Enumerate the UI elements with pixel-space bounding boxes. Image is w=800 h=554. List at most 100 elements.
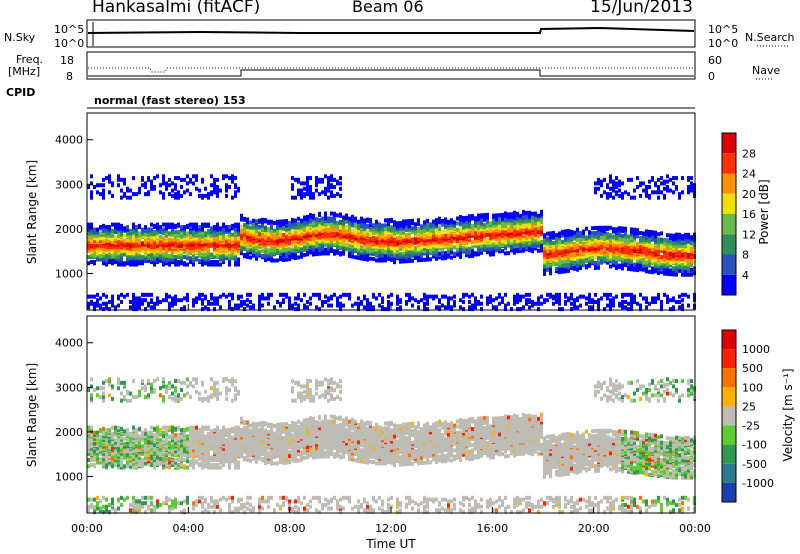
power-cell (336, 250, 339, 255)
power-cell (369, 222, 372, 227)
power-cell (378, 303, 381, 308)
power-cell (288, 227, 291, 232)
power-cell (630, 177, 633, 182)
power-cell (519, 248, 522, 253)
power-cell (144, 292, 147, 297)
power-cell (282, 219, 285, 224)
power-cell (489, 221, 492, 226)
power-cell (195, 247, 198, 252)
power-cell (471, 292, 474, 297)
power-cell (246, 303, 249, 308)
nsky-label: N.Sky (4, 31, 36, 44)
power-cell (135, 307, 138, 312)
power-cell (234, 176, 237, 181)
power-cell (555, 236, 558, 241)
power-cell (285, 230, 288, 235)
power-cell (528, 218, 531, 223)
power-cell (330, 174, 333, 179)
nave-tick-top: 60 (708, 54, 722, 67)
power-cell (270, 246, 273, 251)
power-cell (216, 193, 219, 198)
power-cell (492, 218, 495, 223)
power-cell (618, 239, 621, 244)
power-cell (408, 250, 411, 255)
power-cell (423, 249, 426, 254)
power-cell (144, 231, 147, 236)
power-cell (102, 307, 105, 312)
power-cell (279, 255, 282, 260)
power-cell (102, 292, 105, 297)
power-cell (561, 255, 564, 260)
power-cell (165, 231, 168, 236)
power-cell (141, 298, 144, 303)
power-cell (606, 249, 609, 254)
power-cell (576, 236, 579, 241)
power-cell (636, 176, 639, 181)
power-cell (576, 305, 579, 310)
power-cell (111, 252, 114, 257)
power-cell (303, 227, 306, 232)
power-cell (399, 230, 402, 235)
power-cell (201, 298, 204, 303)
power-cell (177, 255, 180, 260)
power-cell (426, 218, 429, 223)
power-cell (255, 219, 258, 224)
power-cell (264, 218, 267, 223)
power-cell (657, 248, 660, 253)
power-cell (591, 239, 594, 244)
power-cell (204, 294, 207, 299)
power-cell (456, 242, 459, 247)
power-cell (564, 240, 567, 245)
power-cell (387, 299, 390, 304)
power-cell (297, 227, 300, 232)
power-cell (363, 224, 366, 229)
power-cell (510, 212, 513, 217)
power-cell (306, 184, 309, 189)
power-cell (276, 219, 279, 224)
power-cell (264, 244, 267, 249)
power-cell (411, 258, 414, 263)
power-cell (147, 256, 150, 261)
power-cell (129, 253, 132, 258)
power-cell (105, 176, 108, 181)
power-cell (177, 190, 180, 195)
power-cell (615, 184, 618, 189)
power-cell (348, 292, 351, 297)
power-cell (432, 233, 435, 238)
power-cell (114, 227, 117, 232)
power-cell (99, 192, 102, 197)
power-cell (558, 292, 561, 297)
power-cell (306, 192, 309, 197)
power-cell (168, 192, 171, 197)
power-cell (567, 228, 570, 233)
power-cell (504, 303, 507, 308)
power-cell (579, 294, 582, 299)
power-cell (174, 192, 177, 197)
power-cell (492, 226, 495, 231)
power-cell (513, 294, 516, 299)
power-cell (558, 240, 561, 245)
power-cell (132, 251, 135, 256)
power-cell (297, 221, 300, 226)
station-title: Hankasalmi (fitACF) (92, 0, 261, 17)
power-cell (390, 254, 393, 259)
power-cell (582, 233, 585, 238)
power-cell (603, 234, 606, 239)
power-cell (324, 247, 327, 252)
power-cell (585, 235, 588, 240)
power-cell (198, 296, 201, 301)
power-cell (297, 245, 300, 250)
power-cell (648, 253, 651, 258)
power-cell (99, 303, 102, 308)
power-cell (594, 231, 597, 236)
power-cell (645, 190, 648, 195)
power-cell (390, 227, 393, 232)
power-cell (645, 254, 648, 259)
power-cell (513, 225, 516, 230)
power-cell (318, 292, 321, 297)
power-cell (120, 299, 123, 304)
power-cell (450, 233, 453, 238)
power-cell (87, 231, 90, 236)
power-cell (99, 248, 102, 253)
power-cell (534, 240, 537, 245)
